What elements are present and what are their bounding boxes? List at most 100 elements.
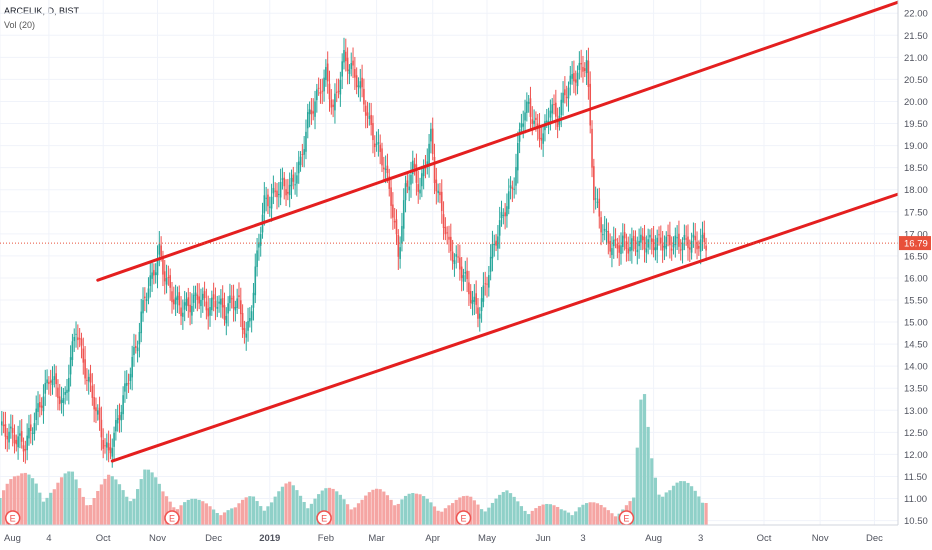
earnings-marker[interactable]: E: [164, 510, 180, 526]
candle: [326, 51, 329, 94]
candle: [603, 215, 606, 241]
candle-body: [587, 60, 590, 87]
current-price-badge-bg: [899, 236, 931, 251]
earnings-marker[interactable]: E: [618, 510, 635, 526]
volume-bar: [537, 505, 542, 525]
candle: [669, 221, 671, 259]
candle: [368, 102, 371, 126]
candle: [285, 179, 287, 206]
volume-bar: [59, 477, 64, 525]
candle-body: [661, 244, 664, 251]
earnings-marker[interactable]: E: [316, 510, 332, 526]
candle: [220, 289, 222, 318]
candle-body: [643, 236, 646, 250]
earnings-marker[interactable]: E: [4, 510, 21, 526]
candle: [247, 307, 249, 342]
candle-body: [466, 270, 468, 280]
candle-body: [13, 434, 16, 444]
candle: [169, 268, 171, 301]
candle-body: [334, 93, 336, 111]
candle: [183, 290, 186, 322]
candle-body: [212, 294, 215, 300]
candle-body: [323, 77, 325, 92]
candle-body: [460, 266, 463, 279]
candle: [211, 290, 213, 316]
candle-body: [397, 234, 400, 257]
candle: [93, 384, 95, 423]
candle-body: [220, 298, 222, 305]
candle-body: [515, 167, 517, 186]
candle-body: [201, 293, 204, 300]
candle: [249, 307, 251, 328]
candle-body: [660, 237, 662, 244]
candle-body: [667, 234, 669, 237]
candle-body: [444, 226, 447, 235]
candle-body: [292, 174, 295, 182]
candle-body: [672, 244, 675, 248]
candle: [612, 226, 615, 259]
candle: [411, 150, 414, 184]
candle-body: [158, 243, 161, 255]
candle-body: [585, 59, 588, 74]
candle-body: [507, 191, 510, 209]
candle-body: [381, 148, 383, 166]
candle-body: [640, 234, 642, 243]
candle: [388, 168, 391, 197]
candle: [48, 376, 50, 395]
candle: [699, 228, 702, 265]
candle-body: [345, 51, 347, 62]
candle-body: [64, 392, 66, 395]
candle-body: [442, 214, 445, 228]
volume-indicator-label: Vol (20): [4, 20, 36, 30]
volume-bar: [244, 497, 248, 525]
candle-body: [247, 321, 249, 331]
candle-body: [453, 260, 456, 264]
candle: [176, 286, 179, 314]
volume-bar: [179, 505, 183, 525]
candle-body: [22, 445, 25, 452]
volume-bar: [443, 508, 447, 525]
volume-bar: [186, 499, 190, 525]
candle: [127, 373, 130, 393]
candle-body: [115, 420, 117, 432]
candle-body: [593, 166, 595, 201]
volume-bar: [396, 503, 400, 525]
candle: [292, 166, 295, 190]
volume-bar: [661, 496, 665, 525]
candle-body: [408, 186, 410, 191]
candle-body: [433, 156, 436, 184]
volume-bar: [487, 507, 491, 525]
candle-body: [513, 188, 515, 190]
candle: [106, 433, 108, 461]
candle-body: [214, 300, 217, 308]
candle-body: [131, 356, 133, 378]
candle: [28, 414, 30, 446]
time-tick-label: Feb: [318, 533, 334, 544]
candle-body: [363, 88, 365, 105]
candle-body: [410, 174, 412, 185]
candle-body: [109, 447, 112, 454]
candle: [80, 332, 83, 359]
candle: [705, 237, 707, 261]
earnings-marker[interactable]: E: [455, 510, 472, 526]
volume-bar: [425, 498, 429, 525]
candle: [268, 196, 271, 217]
candle: [464, 260, 467, 282]
candle-body: [645, 248, 648, 253]
candle-body: [225, 315, 228, 324]
candle-body: [319, 91, 322, 94]
candle-body: [263, 195, 266, 214]
candle: [207, 295, 210, 330]
candle-body: [69, 357, 72, 375]
candle: [640, 226, 642, 251]
candle: [516, 131, 519, 184]
candle-body: [86, 379, 88, 381]
candle-body: [560, 99, 563, 116]
volume-bar: [563, 510, 567, 525]
candle-body: [522, 123, 525, 127]
candle: [647, 228, 649, 255]
candle-body: [142, 300, 144, 314]
volume-bar: [20, 473, 24, 525]
candle: [440, 179, 443, 224]
